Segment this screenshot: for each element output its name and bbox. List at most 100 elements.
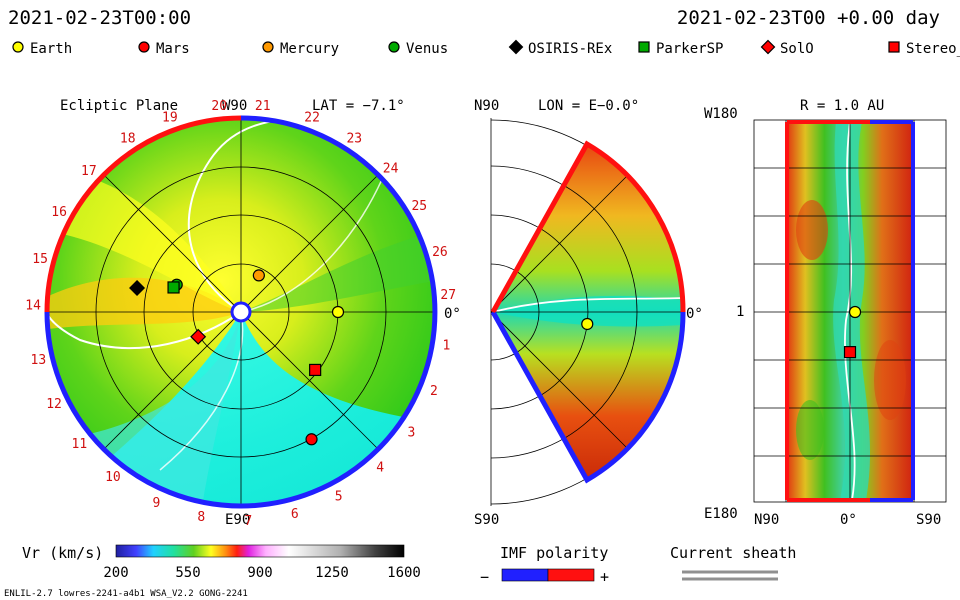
imf-positive-swatch <box>547 568 595 582</box>
legend-label-mars: Mars <box>156 41 190 57</box>
carrington-tick-16: 16 <box>51 205 67 220</box>
carrington-tick-10: 10 <box>105 470 121 485</box>
ecliptic-body-osiris-rex <box>129 279 146 296</box>
colorbar-tick-200: 200 <box>103 565 128 581</box>
ecliptic-body-solo <box>190 328 207 345</box>
colorbar-tick-1250: 1250 <box>315 565 349 581</box>
ecliptic-body-stereo- <box>309 363 322 377</box>
carrington-tick-4: 4 <box>376 461 384 476</box>
legend-label-osiris-rex: OSIRIS-REx <box>528 41 612 57</box>
synoptic-body-earth <box>848 305 862 319</box>
ecliptic-body-mercury <box>252 269 265 282</box>
header-right-time: 2021-02-23T00 +0.00 day <box>677 7 940 29</box>
carrington-tick-8: 8 <box>197 510 205 525</box>
ecliptic-bodies <box>129 269 345 446</box>
synoptic-bottom-left-label: E180 <box>704 506 738 522</box>
synoptic-y-tick: 1 <box>736 304 744 320</box>
carrington-tick-13: 13 <box>31 353 47 368</box>
legend-label-solo: SolO <box>780 41 814 57</box>
carrington-tick-6: 6 <box>291 507 299 522</box>
carrington-tick-24: 24 <box>383 162 399 177</box>
carrington-tick-19: 19 <box>162 111 178 126</box>
synoptic-x-tick-0: 0° <box>840 512 857 528</box>
carrington-tick-17: 17 <box>81 164 97 179</box>
carrington-tick-14: 14 <box>25 299 41 314</box>
carrington-tick-20: 20 <box>211 99 227 114</box>
synoptic-x-tick-n90: N90 <box>754 512 779 528</box>
carrington-tick-7: 7 <box>244 514 252 529</box>
carrington-tick-1: 1 <box>443 339 451 354</box>
ecliptic-body-parkersp <box>167 281 180 294</box>
meridional-body-earth <box>581 317 594 331</box>
carrington-tick-27: 27 <box>440 288 456 303</box>
legend-marker-solo <box>760 39 776 55</box>
legend-marker-mercury <box>262 41 274 53</box>
ecliptic-bottom-label: E90 <box>225 512 250 528</box>
imf-minus: − <box>480 568 489 586</box>
carrington-tick-26: 26 <box>432 245 448 260</box>
ecliptic-rim-negative <box>240 115 438 509</box>
sheath-label: Current sheath <box>670 544 796 562</box>
meridional-rim-positive <box>490 140 686 314</box>
legend-marker-mars <box>138 41 150 53</box>
meridional-bottom-label: S90 <box>474 512 499 528</box>
legend-marker-osiris-rex <box>508 39 524 55</box>
colorbar-tick-900: 900 <box>247 565 272 581</box>
carrington-tick-21: 21 <box>255 99 271 114</box>
ecliptic-rim-negative-lower <box>44 311 242 509</box>
colorbar-ticks: 200 550 900 1250 1600 <box>103 565 421 581</box>
synoptic-body-stereo- <box>843 346 857 359</box>
carrington-tick-11: 11 <box>72 437 88 452</box>
legend-label-earth: Earth <box>30 41 72 57</box>
carrington-tick-22: 22 <box>304 111 320 126</box>
meridional-right-label: 0° <box>686 306 703 322</box>
meridional-top-label: N90 <box>474 98 499 114</box>
meridional-rim-negative <box>490 310 686 484</box>
carrington-tick-2: 2 <box>430 384 438 399</box>
ecliptic-rim-positive <box>44 115 242 313</box>
carrington-tick-5: 5 <box>335 490 343 505</box>
carrington-tick-12: 12 <box>46 397 62 412</box>
meridional-panel: N90 LON = E−0.0° S90 0° <box>474 98 703 528</box>
sun-marker <box>230 301 252 323</box>
synoptic-bodies <box>843 305 862 359</box>
synoptic-top-left-label: W180 <box>704 106 738 122</box>
colorbar-gradient <box>115 544 405 558</box>
carrington-tick-25: 25 <box>411 199 427 214</box>
ecliptic-body-mars <box>305 433 318 446</box>
meridional-bodies <box>581 317 594 331</box>
imf-negative-swatch <box>501 568 549 582</box>
legend-marker-earth <box>12 41 24 53</box>
meridional-grid <box>490 118 684 506</box>
imf-plus: + <box>600 568 609 586</box>
legend-marker-parkersp <box>638 41 650 53</box>
current-sheath-legend: Current sheath <box>670 544 796 581</box>
legend-label-parkersp: ParkerSP <box>656 41 723 57</box>
header-left-time: 2021-02-23T00:00 <box>8 7 191 29</box>
ecliptic-panel: Ecliptic Plane W90 LAT = −7.1° E90 0° <box>25 98 461 529</box>
ecliptic-body-earth <box>331 305 345 319</box>
legend-label-venus: Venus <box>406 41 448 57</box>
legend-marker-venus <box>388 41 400 53</box>
ecliptic-right-label: 0° <box>444 306 461 322</box>
carrington-tick-15: 15 <box>32 252 48 267</box>
ecliptic-lat-label: LAT = −7.1° <box>312 98 405 114</box>
legend-label-stereo-: Stereo_ <box>906 41 960 57</box>
ecliptic-top-label: W90 <box>222 98 247 114</box>
imf-label: IMF polarity <box>500 544 608 562</box>
imf-polarity-legend: IMF polarity − + <box>480 544 609 586</box>
colorbar-tick-550: 550 <box>175 565 200 581</box>
ecliptic-title: Ecliptic Plane <box>60 98 178 114</box>
meridional-contour-field <box>493 144 684 480</box>
carrington-tick-3: 3 <box>407 425 415 440</box>
carrington-ticks: 20 21222324252627123456789101112131415161… <box>25 99 456 529</box>
carrington-tick-18: 18 <box>120 132 136 147</box>
meridional-lon-label: LON = E−0.0° <box>538 98 639 114</box>
synoptic-panel: R = 1.0 AU W180 E180 1 N90 0° S90 <box>704 98 947 528</box>
legend-marker-stereo- <box>888 41 900 53</box>
colorbar-tick-1600: 1600 <box>387 565 421 581</box>
colorbar: Vr (km/s) 200 550 900 1250 1600 <box>22 544 421 581</box>
footer-left: ENLIL-2.7 lowres-2241-a4b1 WSA_V2.2 GONG… <box>4 589 248 599</box>
carrington-tick-9: 9 <box>152 496 160 511</box>
